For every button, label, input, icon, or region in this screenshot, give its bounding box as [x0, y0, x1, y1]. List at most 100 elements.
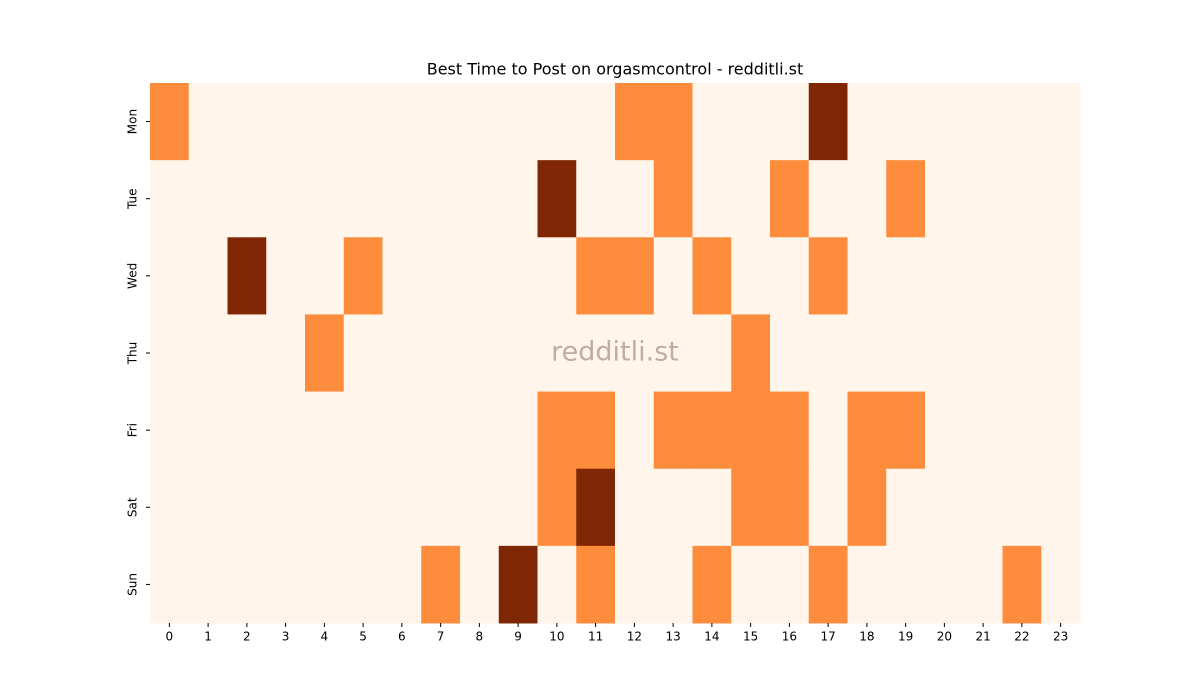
heatmap-cell — [1002, 83, 1042, 161]
heatmap-cell — [886, 83, 926, 161]
heatmap-cell — [615, 468, 655, 547]
heatmap-cell — [227, 391, 267, 470]
heatmap-cell — [615, 237, 655, 315]
heatmap-cell — [653, 545, 693, 624]
heatmap-cell — [963, 314, 1003, 393]
heatmap-cell — [188, 237, 228, 315]
heatmap-cell — [498, 314, 538, 393]
heatmap-cell — [886, 160, 926, 238]
heatmap-cell — [847, 391, 887, 470]
heatmap-cell — [150, 160, 190, 238]
heatmap-cell — [305, 545, 345, 624]
chart-title: Best Time to Post on orgasmcontrol - red… — [427, 60, 804, 79]
y-tick-label: Mon — [126, 109, 140, 134]
heatmap-cell — [227, 160, 267, 238]
heatmap-cell — [963, 160, 1003, 238]
heatmap-cell — [615, 314, 655, 393]
heatmap-cell — [576, 468, 616, 547]
watermark: redditli.st — [551, 337, 679, 368]
x-tick-label: 2 — [243, 630, 251, 644]
heatmap-cell — [266, 391, 306, 470]
heatmap-cell — [576, 545, 616, 624]
heatmap-cell — [305, 468, 345, 547]
heatmap-cell — [963, 83, 1003, 161]
heatmap-cell — [692, 545, 732, 624]
heatmap-cell — [576, 83, 616, 161]
heatmap-cell — [305, 83, 345, 161]
x-tick-label: 5 — [359, 630, 367, 644]
x-tick-label: 22 — [1014, 630, 1029, 644]
heatmap-cell — [886, 314, 926, 393]
heatmap-cell — [421, 545, 461, 624]
heatmap-cell — [847, 545, 887, 624]
x-tick-label: 18 — [859, 630, 874, 644]
heatmap-cell — [382, 545, 422, 624]
heatmap-cell — [847, 237, 887, 315]
heatmap-cell — [770, 391, 810, 470]
y-tick-label: Tue — [126, 188, 140, 210]
heatmap-cell — [963, 391, 1003, 470]
heatmap-cell — [498, 160, 538, 238]
heatmap-cell — [925, 391, 965, 470]
heatmap-cell — [343, 545, 383, 624]
heatmap-cell — [925, 83, 965, 161]
heatmap-cell — [615, 83, 655, 161]
heatmap-cell — [382, 314, 422, 393]
heatmap-cell — [963, 468, 1003, 547]
heatmap-cell — [576, 391, 616, 470]
heatmap-cell — [808, 468, 848, 547]
heatmap-cell — [188, 160, 228, 238]
heatmap-cell — [266, 468, 306, 547]
heatmap-cell — [227, 545, 267, 624]
heatmap-cell — [188, 468, 228, 547]
heatmap-cell — [227, 314, 267, 393]
x-tick-label: 9 — [514, 630, 522, 644]
heatmap-cell — [770, 468, 810, 547]
heatmap-cell — [343, 314, 383, 393]
heatmap-cell — [421, 314, 461, 393]
x-tick-label: 19 — [898, 630, 913, 644]
heatmap-cell — [537, 468, 577, 547]
heatmap-cell — [343, 237, 383, 315]
heatmap-cell — [615, 160, 655, 238]
x-tick-label: 1 — [204, 630, 212, 644]
heatmap — [150, 83, 1081, 624]
heatmap-cell — [537, 545, 577, 624]
heatmap-cell — [498, 83, 538, 161]
heatmap-cell — [460, 391, 500, 470]
heatmap-cell — [963, 237, 1003, 315]
x-tick-label: 14 — [704, 630, 719, 644]
heatmap-cell — [692, 83, 732, 161]
heatmap-cell — [653, 314, 693, 393]
heatmap-cell — [343, 391, 383, 470]
heatmap-cell — [150, 545, 190, 624]
heatmap-cell — [150, 237, 190, 315]
heatmap-cell — [731, 160, 771, 238]
heatmap-cell — [692, 391, 732, 470]
heatmap-cell — [421, 468, 461, 547]
x-tick-label: 11 — [588, 630, 603, 644]
heatmap-cell — [770, 83, 810, 161]
heatmap-cell — [808, 160, 848, 238]
heatmap-cell — [305, 391, 345, 470]
heatmap-cell — [925, 237, 965, 315]
heatmap-cell — [188, 314, 228, 393]
heatmap-cell — [925, 314, 965, 393]
x-tick-label: 13 — [665, 630, 680, 644]
heatmap-cell — [305, 160, 345, 238]
heatmap-cell — [537, 391, 577, 470]
heatmap-cell — [150, 83, 190, 161]
x-tick-label: 6 — [398, 630, 406, 644]
heatmap-cell — [1041, 314, 1081, 393]
heatmap-cell — [460, 468, 500, 547]
heatmap-cell — [1041, 391, 1081, 470]
heatmap-cell — [382, 83, 422, 161]
y-tick-label: Thu — [126, 342, 140, 366]
heatmap-cell — [421, 83, 461, 161]
y-tick-label: Fri — [126, 423, 140, 437]
heatmap-cell — [808, 314, 848, 393]
heatmap-cell — [305, 237, 345, 315]
heatmap-cell — [731, 314, 771, 393]
x-tick-label: 23 — [1053, 630, 1068, 644]
y-tick-label: Wed — [126, 263, 140, 289]
